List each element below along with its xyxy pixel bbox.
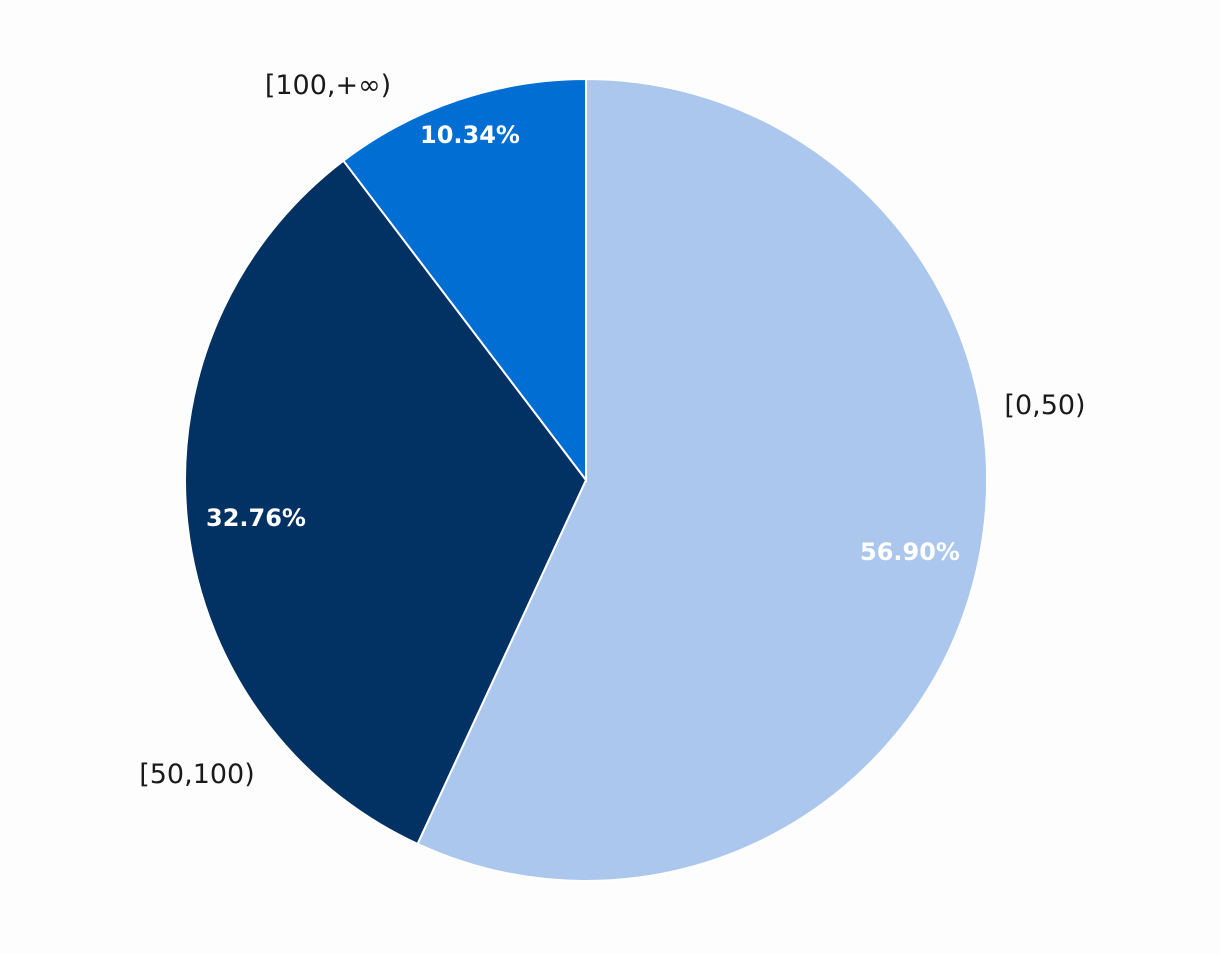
pct-label-100-inf: 10.34% [420, 121, 520, 149]
category-label-50-100: [50,100) [139, 759, 255, 790]
pie-slices [184, 77, 988, 882]
pct-label-0-50: 56.90% [860, 538, 960, 566]
category-label-0-50: [0,50) [1004, 390, 1085, 421]
pie-labels: 56.90% 32.76% 10.34% [0,50) [50,100) [10… [139, 70, 1085, 790]
pie-slice-100-inf [342, 77, 587, 483]
pct-label-50-100: 32.76% [206, 504, 306, 532]
pie-slice-50-100 [184, 159, 588, 846]
category-label-100-inf: [100,+∞) [265, 70, 391, 101]
pie-slice-0-50 [416, 77, 988, 882]
